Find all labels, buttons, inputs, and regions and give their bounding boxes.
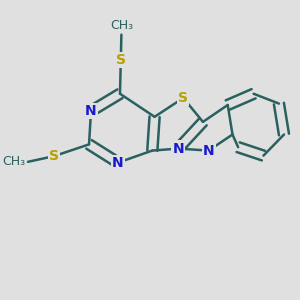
Text: N: N (112, 156, 124, 170)
Text: CH₃: CH₃ (110, 19, 133, 32)
Text: S: S (178, 91, 188, 105)
Text: S: S (49, 149, 59, 163)
Text: N: N (203, 144, 214, 158)
Text: N: N (85, 104, 97, 118)
Text: CH₃: CH₃ (2, 155, 25, 168)
Text: S: S (116, 53, 126, 67)
Text: N: N (172, 142, 184, 156)
